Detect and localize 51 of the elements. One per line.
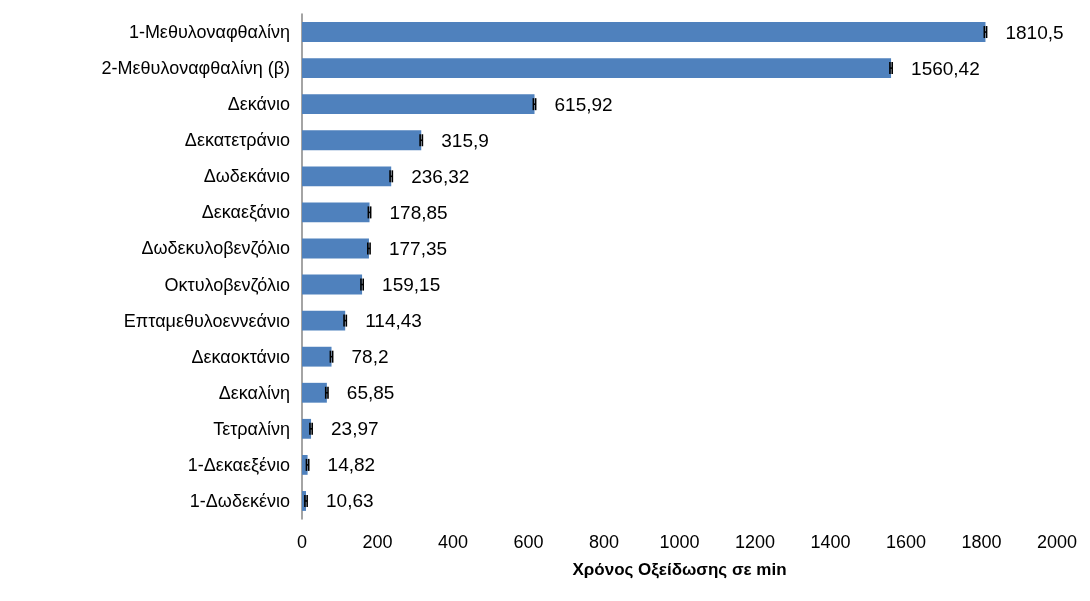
y-tick-label: Επταμεθυλοεννεάνιο (123, 310, 290, 331)
bar (302, 274, 363, 295)
data-label: 23,97 (331, 418, 379, 440)
data-label: 114,43 (365, 310, 422, 332)
bar (302, 58, 892, 79)
data-label: 159,15 (382, 274, 441, 296)
x-tick-label: 800 (588, 532, 620, 552)
y-tick-label: Δεκάνιο (227, 94, 290, 115)
data-label: 178,85 (389, 201, 448, 223)
bar (302, 346, 332, 367)
data-label: 14,82 (327, 454, 376, 476)
bar (302, 166, 392, 187)
bar (302, 238, 369, 259)
bar (302, 94, 535, 115)
data-label: 615,92 (554, 93, 613, 115)
x-tick-label: 1400 (810, 532, 851, 552)
y-tick-label: Δωδεκυλοβενζόλιο (141, 238, 290, 259)
x-tick-label: 0 (296, 532, 308, 552)
y-tick-label: 2-Μεθυλοναφθαλίνη (β) (101, 58, 290, 79)
y-tick-label: Οκτυλοβενζόλιο (164, 274, 290, 295)
y-tick-label: Δεκατετράνιο (184, 130, 290, 151)
data-label: 65,85 (346, 382, 395, 404)
x-tick-label: 2000 (1036, 532, 1078, 552)
y-tick-label: 1-Δεκαεξένιο (187, 454, 290, 475)
bar (302, 22, 986, 42)
x-tick-label: 1200 (734, 532, 776, 552)
y-tick-label: Δεκαλίνη (218, 382, 290, 403)
data-label: 315,9 (441, 129, 489, 151)
x-tick-label: 1600 (885, 532, 927, 552)
data-label: 10,63 (326, 490, 374, 512)
bar (302, 202, 370, 223)
y-tick-label: Δεκαοκτάνιο (191, 346, 290, 367)
y-tick-label: Δωδεκάνιο (203, 166, 290, 187)
x-tick-label: 600 (513, 532, 544, 552)
x-axis-title: Χρόνος Οξείδωσης σε min (572, 560, 787, 579)
y-tick-label: Δεκαεξάνιο (201, 202, 290, 223)
bar (302, 382, 327, 403)
x-tick-label: 200 (362, 532, 393, 552)
bar (302, 130, 422, 151)
data-label: 1560,42 (911, 57, 980, 79)
bar (302, 310, 346, 331)
y-tick-label: 1-Μεθυλοναφθαλίνη (128, 22, 290, 43)
data-label: 78,2 (351, 346, 389, 368)
x-tick-label: 1000 (659, 532, 700, 552)
y-tick-label: 1-Δωδεκένιο (189, 490, 290, 511)
x-tick-label: 1800 (961, 532, 1002, 552)
data-label: 177,35 (388, 237, 448, 259)
x-tick-label: 400 (437, 532, 469, 552)
data-label: 1810,5 (1005, 21, 1064, 43)
data-label: 236,32 (411, 165, 470, 187)
y-tick-label: Τετραλίνη (213, 418, 290, 439)
